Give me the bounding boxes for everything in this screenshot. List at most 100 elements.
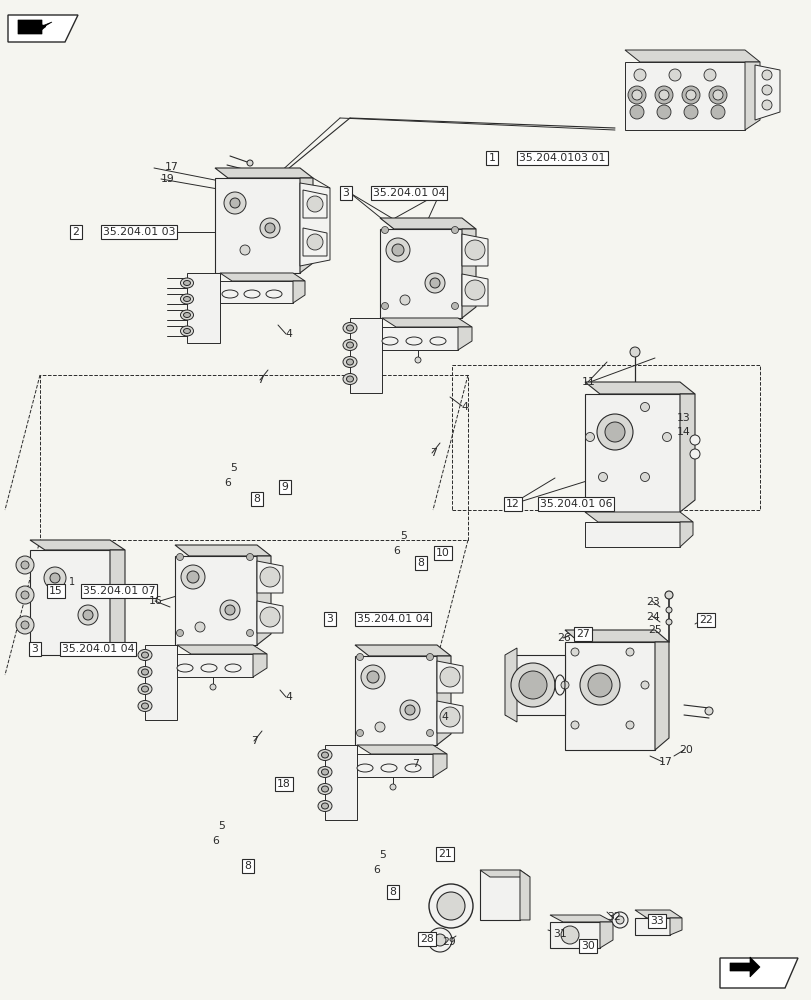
Ellipse shape	[342, 340, 357, 351]
Circle shape	[78, 605, 98, 625]
Circle shape	[560, 681, 569, 689]
Polygon shape	[299, 183, 329, 266]
Circle shape	[465, 240, 484, 260]
Text: 10: 10	[436, 548, 449, 558]
Circle shape	[604, 422, 624, 442]
Ellipse shape	[346, 325, 353, 331]
Circle shape	[761, 100, 771, 110]
Text: 14: 14	[676, 427, 690, 437]
Polygon shape	[624, 62, 744, 130]
Text: 7: 7	[430, 448, 437, 458]
Polygon shape	[215, 178, 299, 273]
Text: 35.204.01 06: 35.204.01 06	[539, 499, 611, 509]
Text: 6: 6	[212, 836, 219, 846]
Text: 24: 24	[646, 612, 659, 622]
Text: 25: 25	[647, 625, 661, 635]
Ellipse shape	[183, 296, 191, 302]
Circle shape	[400, 700, 419, 720]
Ellipse shape	[225, 664, 241, 672]
Text: 33: 33	[650, 916, 663, 926]
Polygon shape	[436, 656, 450, 745]
Circle shape	[225, 605, 234, 615]
Circle shape	[44, 567, 66, 589]
Circle shape	[428, 884, 473, 928]
Polygon shape	[175, 545, 271, 556]
Text: 23: 23	[646, 597, 659, 607]
Text: 11: 11	[581, 377, 595, 387]
Circle shape	[176, 630, 183, 637]
Polygon shape	[175, 556, 257, 645]
Circle shape	[665, 619, 672, 625]
Text: 7: 7	[412, 759, 419, 769]
Polygon shape	[220, 273, 305, 281]
Ellipse shape	[180, 326, 193, 336]
Polygon shape	[220, 281, 293, 303]
Polygon shape	[584, 394, 679, 512]
Polygon shape	[357, 745, 446, 754]
Circle shape	[664, 591, 672, 599]
Polygon shape	[145, 645, 177, 720]
Text: 15: 15	[49, 586, 62, 596]
Circle shape	[625, 721, 633, 729]
Circle shape	[633, 69, 646, 81]
Polygon shape	[380, 229, 461, 318]
Circle shape	[704, 707, 712, 715]
Text: 35.204.0103 01: 35.204.0103 01	[519, 153, 605, 163]
Polygon shape	[549, 922, 599, 948]
Polygon shape	[584, 522, 679, 547]
Text: 22: 22	[698, 615, 712, 625]
Text: 5: 5	[230, 463, 237, 473]
Ellipse shape	[180, 278, 193, 288]
Text: 8: 8	[417, 558, 424, 568]
Polygon shape	[634, 918, 669, 935]
Circle shape	[681, 86, 699, 104]
Text: 35.204.01 04: 35.204.01 04	[372, 188, 444, 198]
Polygon shape	[461, 229, 475, 318]
Polygon shape	[457, 327, 471, 350]
Circle shape	[654, 86, 672, 104]
Circle shape	[424, 273, 444, 293]
Circle shape	[570, 721, 578, 729]
Polygon shape	[299, 178, 312, 273]
Ellipse shape	[138, 650, 152, 660]
Circle shape	[659, 90, 668, 100]
Polygon shape	[654, 642, 668, 750]
Polygon shape	[381, 318, 471, 327]
Ellipse shape	[243, 290, 260, 298]
Text: 2: 2	[72, 227, 79, 237]
Circle shape	[665, 607, 672, 613]
Ellipse shape	[183, 280, 191, 286]
Circle shape	[708, 86, 726, 104]
Circle shape	[361, 665, 384, 689]
Polygon shape	[303, 228, 327, 256]
Circle shape	[616, 916, 623, 924]
Circle shape	[260, 218, 280, 238]
Text: 7: 7	[251, 736, 258, 746]
Ellipse shape	[266, 290, 281, 298]
Polygon shape	[669, 918, 681, 935]
Circle shape	[400, 295, 410, 305]
Circle shape	[176, 554, 183, 560]
Ellipse shape	[346, 359, 353, 365]
Ellipse shape	[177, 664, 193, 672]
Text: 21: 21	[438, 849, 451, 859]
Ellipse shape	[180, 294, 193, 304]
Text: 6: 6	[393, 546, 400, 556]
Circle shape	[640, 681, 648, 689]
Polygon shape	[350, 318, 381, 393]
Text: 16: 16	[149, 596, 163, 606]
Circle shape	[662, 432, 671, 442]
Circle shape	[683, 105, 697, 119]
Circle shape	[367, 671, 379, 683]
Polygon shape	[381, 327, 457, 350]
Circle shape	[560, 926, 578, 944]
Polygon shape	[177, 645, 267, 654]
Circle shape	[16, 556, 34, 574]
Text: 4: 4	[285, 692, 292, 702]
Polygon shape	[215, 168, 312, 178]
Polygon shape	[109, 550, 125, 655]
Ellipse shape	[183, 312, 191, 318]
Polygon shape	[177, 654, 253, 677]
Ellipse shape	[321, 786, 328, 792]
Ellipse shape	[318, 766, 332, 777]
